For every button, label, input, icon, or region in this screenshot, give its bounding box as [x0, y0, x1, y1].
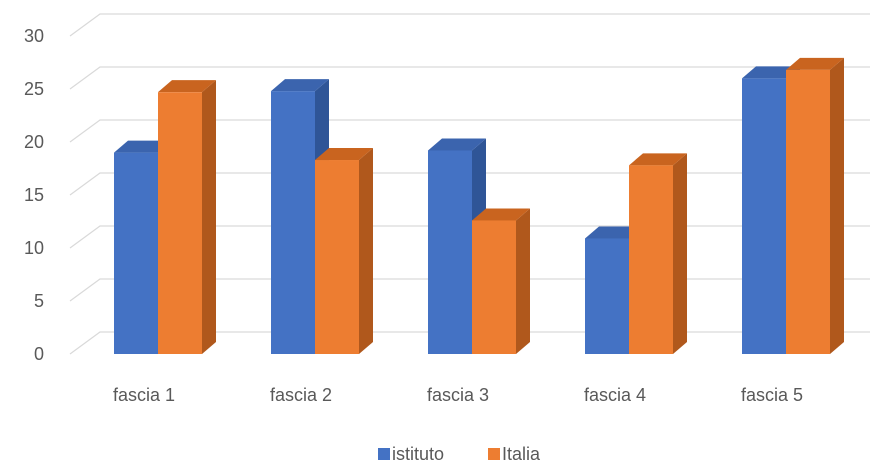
- y-tick-label: 20: [24, 132, 44, 152]
- bar-side: [830, 57, 844, 355]
- bar-top: [786, 57, 844, 70]
- bar-front: [742, 78, 786, 355]
- y-tick-label: 15: [24, 185, 44, 205]
- bars: [114, 57, 844, 355]
- bar-front: [428, 150, 472, 354]
- bar-side: [202, 80, 216, 355]
- bar-side: [673, 153, 687, 354]
- gridline: [69, 172, 870, 196]
- bar-top: [114, 140, 172, 153]
- bar-italia: [786, 57, 844, 355]
- bar-front: [114, 152, 158, 354]
- bar-italia: [158, 80, 216, 355]
- bar-italia: [472, 208, 530, 354]
- bar-front: [786, 69, 830, 355]
- legend-swatch: [378, 448, 390, 460]
- gridline: [69, 66, 870, 90]
- bar-italia: [315, 148, 373, 354]
- y-tick-label: 0: [34, 344, 44, 364]
- bar-top: [158, 80, 216, 93]
- legend-item: Italia: [488, 444, 541, 464]
- y-tick-label: 25: [24, 79, 44, 99]
- bar-front: [271, 91, 315, 355]
- bar-top: [472, 208, 530, 221]
- bar-italia: [629, 153, 687, 354]
- y-axis-ticks: 0 5 10 15 20 25 30: [24, 26, 44, 364]
- bar-side: [359, 148, 373, 354]
- x-category-label: fascia 3: [427, 385, 489, 405]
- bar-top: [315, 148, 373, 161]
- gridlines: [69, 13, 870, 355]
- bar-top: [271, 79, 329, 92]
- bar-top: [742, 66, 800, 79]
- y-tick-label: 5: [34, 291, 44, 311]
- x-category-label: fascia 2: [270, 385, 332, 405]
- bar-top: [428, 138, 486, 151]
- legend-item: istituto: [378, 444, 444, 464]
- bar-front: [158, 92, 202, 355]
- legend-label: istituto: [392, 444, 444, 464]
- bar-top: [629, 153, 687, 166]
- x-category-label: fascia 4: [584, 385, 646, 405]
- x-axis-categories: fascia 1 fascia 2 fascia 3 fascia 4 fascia 5: [113, 385, 803, 405]
- gridline: [69, 13, 870, 37]
- bar-top: [585, 226, 643, 239]
- legend: istituto Italia: [378, 444, 541, 464]
- legend-label: Italia: [502, 444, 541, 464]
- y-tick-label: 10: [24, 238, 44, 258]
- bar-front: [315, 160, 359, 354]
- x-category-label: fascia 5: [741, 385, 803, 405]
- gridline: [69, 119, 870, 143]
- bar-front: [629, 165, 673, 354]
- legend-swatch: [488, 448, 500, 460]
- gridline: [69, 225, 870, 249]
- y-tick-label: 30: [24, 26, 44, 46]
- bar-side: [516, 208, 530, 354]
- bar-front: [585, 238, 629, 354]
- x-category-label: fascia 1: [113, 385, 175, 405]
- bar-front: [472, 220, 516, 354]
